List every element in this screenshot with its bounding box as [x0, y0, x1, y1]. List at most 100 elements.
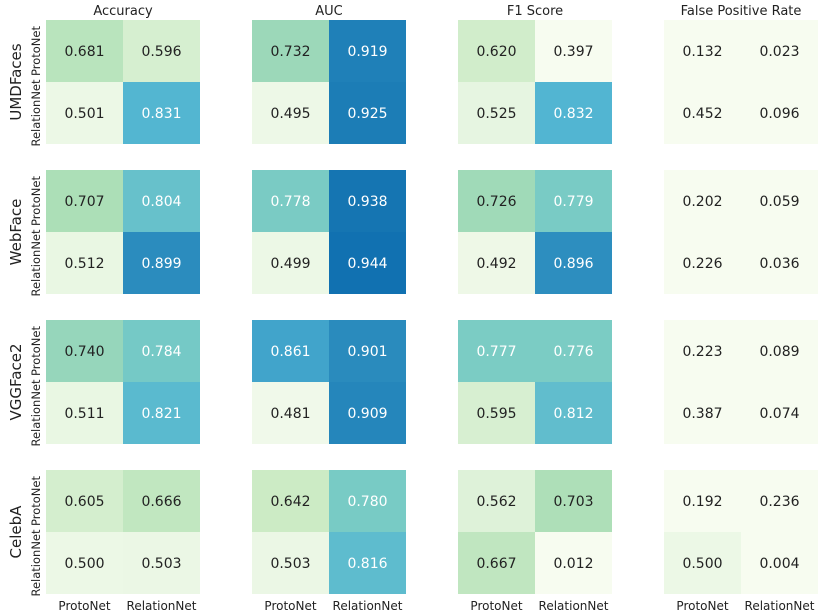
cell-value-label: 0.681 — [64, 44, 104, 60]
cell-value-label: 0.896 — [553, 256, 593, 272]
heatmap-cell — [741, 382, 818, 444]
heatmap-cell — [123, 20, 200, 82]
cell-value-label: 0.202 — [682, 194, 722, 210]
column-tick-label: ProtoNet — [470, 599, 522, 613]
cell-value-label: 0.096 — [759, 106, 799, 122]
heatmap-cell — [741, 470, 818, 532]
column-tick-label: ProtoNet — [264, 599, 316, 613]
cell-value-label: 0.562 — [476, 494, 516, 510]
cell-value-label: 0.503 — [141, 556, 181, 572]
heatmap-cell — [123, 82, 200, 144]
cell-value-label: 0.899 — [141, 256, 181, 272]
heatmap-cell — [123, 382, 200, 444]
cell-value-label: 0.004 — [759, 556, 799, 572]
heatmap-cell — [329, 232, 406, 294]
cell-value-label: 0.499 — [270, 256, 310, 272]
heatmap-cell — [252, 20, 329, 82]
heatmap-cell — [252, 320, 329, 382]
heatmap-cell — [46, 532, 123, 594]
column-title: Accuracy — [93, 4, 153, 19]
cell-value-label: 0.938 — [347, 194, 387, 210]
heatmap-cell — [329, 20, 406, 82]
cell-value-label: 0.732 — [270, 44, 310, 60]
heatmap-cell — [664, 320, 741, 382]
heatmap-cell — [46, 320, 123, 382]
cell-value-label: 0.861 — [270, 344, 310, 360]
row-tick-label: RelationNet — [29, 529, 43, 596]
cell-value-label: 0.666 — [141, 494, 181, 510]
cell-value-label: 0.726 — [476, 194, 516, 210]
cell-value-label: 0.667 — [476, 556, 516, 572]
heatmap-cell — [123, 320, 200, 382]
cell-value-label: 0.812 — [553, 406, 593, 422]
heatmap-cell — [252, 532, 329, 594]
cell-value-label: 0.223 — [682, 344, 722, 360]
cell-value-label: 0.192 — [682, 494, 722, 510]
heatmap-cell — [458, 532, 535, 594]
heatmap-cell — [329, 170, 406, 232]
heatmap-cell — [123, 470, 200, 532]
cell-value-label: 0.074 — [759, 406, 799, 422]
heatmap-cell — [329, 382, 406, 444]
heatmap-cell — [46, 170, 123, 232]
cell-value-label: 0.023 — [759, 44, 799, 60]
heatmap-cell — [664, 470, 741, 532]
cell-value-label: 0.596 — [141, 44, 181, 60]
cell-value-label: 0.236 — [759, 494, 799, 510]
heatmap-cell — [535, 232, 612, 294]
cell-value-label: 0.784 — [141, 344, 181, 360]
cell-value-label: 0.703 — [553, 494, 593, 510]
row-tick-label: ProtoNet — [29, 326, 43, 376]
cell-value-label: 0.226 — [682, 256, 722, 272]
row-tick-label: ProtoNet — [29, 26, 43, 76]
cell-value-label: 0.776 — [553, 344, 593, 360]
cell-value-label: 0.503 — [270, 556, 310, 572]
heatmap-cell — [741, 320, 818, 382]
heatmap-cell — [329, 320, 406, 382]
heatmap-cell — [458, 320, 535, 382]
heatmap-cell — [741, 170, 818, 232]
heatmap-cell — [664, 232, 741, 294]
column-tick-label: RelationNet — [333, 599, 403, 613]
cell-value-label: 0.397 — [553, 44, 593, 60]
cell-value-label: 0.909 — [347, 406, 387, 422]
column-tick-label: ProtoNet — [676, 599, 728, 613]
row-title: UMDFaces — [7, 43, 25, 120]
heatmap-cell — [458, 82, 535, 144]
heatmap-cell — [741, 82, 818, 144]
column-tick-label: RelationNet — [745, 599, 815, 613]
heatmap-cell — [123, 170, 200, 232]
cell-value-label: 0.500 — [64, 556, 104, 572]
heatmap-cell — [535, 382, 612, 444]
heatmap-cell — [535, 170, 612, 232]
heatmap-cell — [123, 532, 200, 594]
row-tick-label: ProtoNet — [29, 476, 43, 526]
cell-value-label: 0.944 — [347, 256, 387, 272]
cell-value-label: 0.500 — [682, 556, 722, 572]
heatmap-cell — [458, 20, 535, 82]
cell-value-label: 0.831 — [141, 106, 181, 122]
column-tick-label: RelationNet — [127, 599, 197, 613]
row-tick-label: RelationNet — [29, 79, 43, 146]
cell-value-label: 0.492 — [476, 256, 516, 272]
row-tick-label: RelationNet — [29, 379, 43, 446]
cell-value-label: 0.525 — [476, 106, 516, 122]
heatmap-cell — [46, 232, 123, 294]
heatmap-cell — [329, 532, 406, 594]
cell-value-label: 0.740 — [64, 344, 104, 360]
heatmap-cell — [329, 470, 406, 532]
cell-value-label: 0.804 — [141, 194, 181, 210]
heatmap-cell — [458, 382, 535, 444]
column-title: AUC — [315, 4, 343, 19]
column-title: F1 Score — [507, 4, 563, 19]
heatmap-cell — [535, 20, 612, 82]
heatmap-cell — [664, 382, 741, 444]
cell-value-label: 0.511 — [64, 406, 104, 422]
heatmap-cell — [252, 382, 329, 444]
heatmap-cell — [741, 232, 818, 294]
cell-value-label: 0.495 — [270, 106, 310, 122]
heatmap-cell — [535, 532, 612, 594]
column-tick-label: ProtoNet — [58, 599, 110, 613]
cell-value-label: 0.605 — [64, 494, 104, 510]
cell-value-label: 0.780 — [347, 494, 387, 510]
